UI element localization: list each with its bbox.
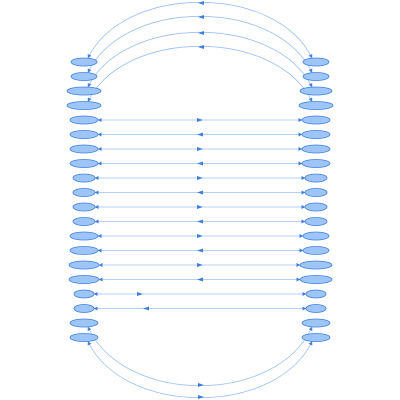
node [73,289,95,299]
node [69,144,99,154]
edge-arrow [197,118,203,122]
node [69,231,99,241]
edge [87,326,313,386]
node [304,217,328,226]
node [301,130,331,139]
node [69,130,99,139]
edge [87,45,313,102]
node [69,246,99,255]
edge-arrow [197,176,203,180]
edge-arrow [143,306,149,311]
node [301,144,331,154]
node [69,318,99,328]
node [72,188,96,197]
edge-arrow [197,219,203,224]
edge-arrow [197,190,203,195]
edge-arrow [197,205,203,209]
node [305,289,327,299]
node [70,57,98,67]
node [304,173,328,183]
node [66,101,102,110]
edge [87,15,313,73]
edge-arrow [197,132,203,137]
node [299,86,333,96]
node [70,72,98,81]
node [301,159,331,168]
edge-arrow [198,1,204,5]
edge-arrow [198,383,204,387]
node [304,202,328,212]
node [68,260,100,270]
node [66,86,102,96]
node [299,260,333,270]
edge [87,341,313,399]
edge-arrow [137,292,143,296]
edge-arrow [197,248,203,253]
node [305,304,327,313]
node [298,101,334,110]
node [72,202,96,212]
edge-arrow [197,277,203,282]
edges [87,1,313,399]
edge-arrow [198,45,204,49]
node [301,333,331,342]
edge-arrow [197,263,203,267]
edge-arrow [198,15,204,19]
edge-arrow [198,395,204,399]
node [69,333,99,342]
node [301,318,331,328]
edge-arrow [197,161,203,166]
node [69,159,99,168]
edge-arrow [197,147,203,151]
edge-arrow [197,234,203,238]
node [72,173,96,183]
node [302,57,330,67]
node [68,275,100,284]
edge [87,31,313,88]
edge-arrow [198,31,204,35]
node [72,217,96,226]
node [302,72,330,81]
node [304,188,328,197]
node [301,115,331,125]
edge [87,1,313,59]
node [73,304,95,313]
node [299,275,333,284]
nodes [66,57,334,342]
node [302,246,330,255]
node [69,115,99,125]
node [302,231,330,241]
